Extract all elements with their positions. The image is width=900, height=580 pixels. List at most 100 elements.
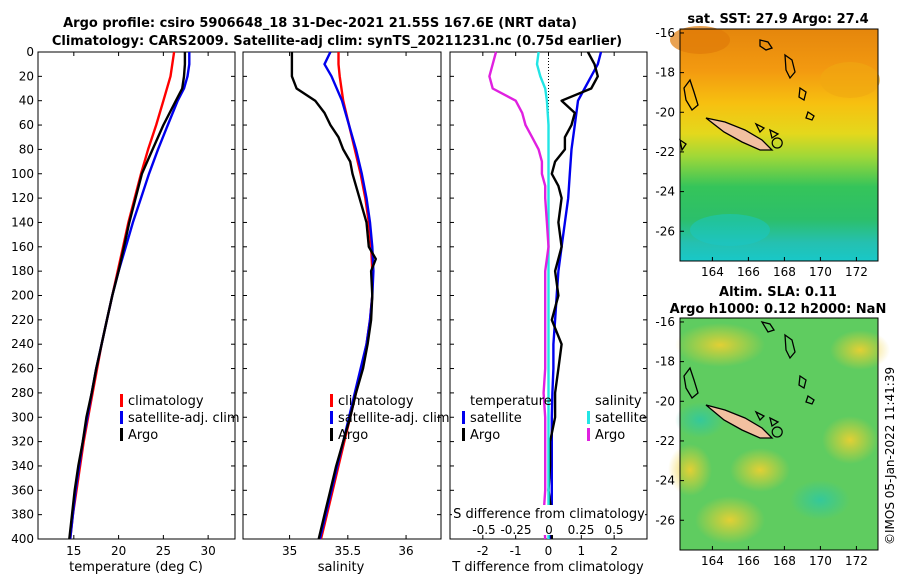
salinity-difference-ticks: -0.5 -0.25 0 0.25 0.5 (472, 523, 623, 537)
salinity-difference-legend: salinity satellite Argo (587, 394, 647, 443)
sla-low-patch (790, 480, 850, 520)
vanuatu-island (683, 366, 699, 399)
sla-map: Altim. SLA: 0.11 Argo h1000: 0.12 h2000:… (655, 285, 890, 568)
sla-high-patch (730, 448, 790, 492)
top-axis-background (452, 505, 645, 535)
x-tick-label: 30 (200, 544, 215, 558)
y-tick-label: 180 (11, 264, 34, 278)
legend-title-salinity: salinity (595, 394, 642, 409)
y-tick-label: 360 (11, 483, 34, 497)
sla-map-title: Altim. SLA: 0.11 (719, 285, 837, 300)
temperature-axis-ticks: 15 20 25 30 (66, 52, 216, 558)
loyalty-island (769, 128, 780, 140)
temperature-panel: 0 20 40 60 80 100 120 140 160 180 200 220 240 260 280 3… (11, 45, 240, 575)
y-tick-label: 160 (11, 240, 34, 254)
y-tick-label: 220 (11, 313, 34, 327)
y-tick-label: 260 (11, 362, 34, 376)
x-tick-label: 35 (282, 544, 297, 558)
figure-title-line2: Climatology: CARS2009. Satellite-adj cli… (52, 34, 622, 49)
sst-warm-patch (820, 62, 880, 98)
vanuatu-island (798, 86, 807, 102)
series-line-argo (68, 52, 187, 540)
salinity-series (290, 51, 377, 540)
y-tick-label: 200 (11, 289, 34, 303)
vanuatu-island (760, 320, 776, 333)
difference-depth-ticks (450, 51, 647, 540)
y-tick-label: 280 (11, 386, 34, 400)
x-tick-label: -1 (510, 544, 522, 558)
lat-tick-label: -24 (655, 185, 675, 199)
lon-tick-label: 166 (737, 554, 760, 568)
new-caledonia-island (705, 404, 774, 439)
y-tick-label: 140 (11, 215, 34, 229)
temperature-series (68, 51, 191, 540)
sst-map-frame (679, 28, 879, 262)
salinity-axes (242, 51, 442, 540)
salinity-xlabel: salinity (318, 560, 365, 575)
legend-swatch-climatology (120, 394, 123, 407)
sst-map-title: sat. SST: 27.9 Argo: 27.4 (687, 12, 868, 27)
salinity-difference-label: S difference from climatology (453, 507, 645, 522)
x-tick-label: -2 (477, 544, 489, 558)
sla-map-subtitle: Argo h1000: 0.12 h2000: NaN (670, 302, 887, 317)
series-line-argo (290, 52, 377, 540)
vanuatu-island (759, 39, 774, 51)
legend-swatch-satellite (120, 411, 123, 424)
lon-tick-label: 164 (701, 265, 724, 279)
y-tick-label: 380 (11, 508, 34, 522)
vanuatu-island (784, 53, 796, 80)
y-tick-label: 240 (11, 337, 34, 351)
sst-coastlines (679, 39, 815, 152)
sst-warm-patch (670, 26, 730, 54)
loyalty-island (754, 410, 766, 422)
difference-series (488, 51, 603, 540)
salinity-depth-ticks (243, 51, 441, 540)
loyalty-island (769, 416, 780, 428)
series-line-t-satellite (548, 51, 603, 540)
legend-swatch-climatology (330, 394, 333, 407)
legend-argo: Argo (595, 428, 625, 443)
sla-high-patch (695, 496, 765, 544)
vanuatu-island (683, 78, 699, 111)
lon-tick-label: 164 (701, 554, 724, 568)
float-position-marker (771, 426, 783, 438)
lon-tick-label: 166 (737, 265, 760, 279)
legend-satellite-adj-clim: satellite-adj. clim (338, 411, 450, 426)
lon-tick-label: 170 (809, 265, 832, 279)
salinity-panel: 35 35.5 36 salinity climatology satellite-… (242, 51, 450, 575)
difference-xlabel: T difference from climatology (451, 560, 644, 575)
sla-coastlines (683, 320, 815, 439)
temperature-difference-legend: temperature satellite Argo (462, 394, 552, 443)
y-tick-label: 20 (19, 69, 34, 83)
x-tick-label: 35.5 (334, 544, 361, 558)
lon-tick-label: 170 (809, 554, 832, 568)
islet (679, 138, 687, 152)
vanuatu-island (784, 333, 796, 360)
legend-climatology: climatology (128, 394, 204, 409)
sla-high-patch (830, 330, 890, 370)
float-position-marker (771, 137, 783, 149)
lat-tick-label: -20 (655, 394, 675, 408)
legend-swatch-satellite (462, 411, 465, 424)
imos-credit: ©IMOS 05-Jan-2022 11:41:39 (883, 367, 897, 545)
lat-tick-label: -26 (655, 513, 675, 527)
lon-tick-label: 172 (845, 265, 868, 279)
difference-panel: -2 -1 0 1 2 T difference from climatology S … (449, 51, 648, 575)
temperature-xlabel: temperature (deg C) (69, 560, 203, 575)
lat-tick-label: -18 (655, 355, 675, 369)
temperature-axes (37, 51, 236, 540)
legend-swatch-argo (120, 428, 123, 441)
lat-tick-label: -16 (655, 26, 675, 40)
x-tick-label: 2 (610, 544, 618, 558)
top-tick: 0.5 (604, 523, 623, 537)
y-tick-label: 0 (26, 45, 34, 59)
figure-title-line1: Argo profile: csiro 5906648_18 31-Dec-20… (63, 16, 577, 31)
y-tick-label: 80 (19, 142, 34, 156)
top-tick: -0.5 (472, 523, 495, 537)
sst-cool-patch (690, 214, 770, 246)
temperature-legend: climatology satellite-adj. clim Argo (120, 394, 240, 443)
sla-map-ticks: 164 166 168 170 172 -16 -18 -20 -22 -24 -26 (655, 315, 867, 568)
lat-tick-label: -18 (655, 66, 675, 80)
vanuatu-island (798, 374, 807, 390)
